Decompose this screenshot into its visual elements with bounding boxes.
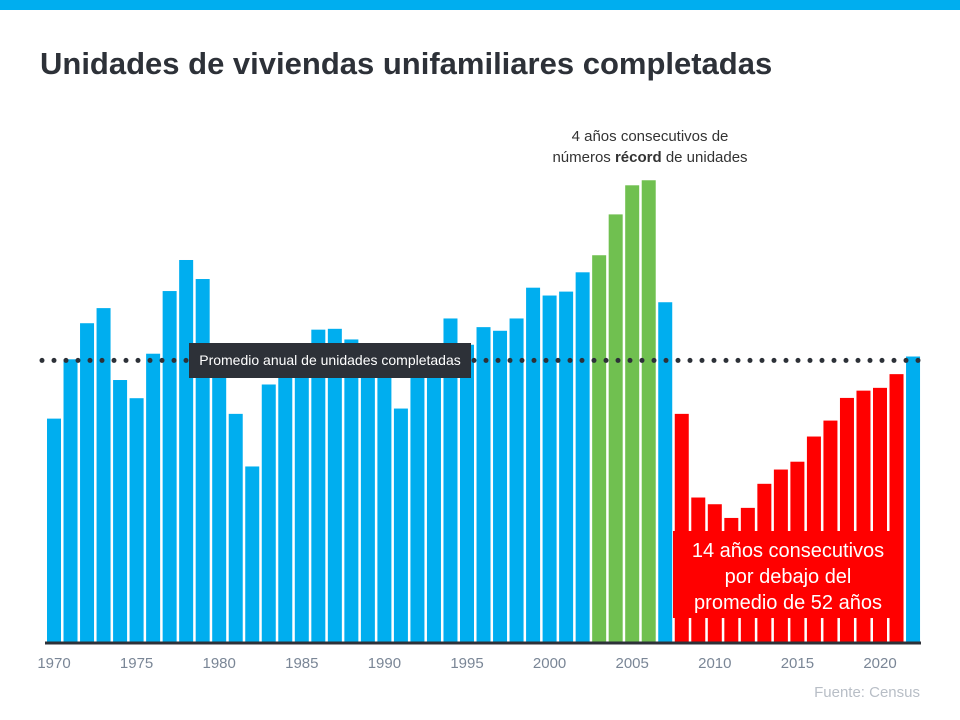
bar-1993 [426, 352, 441, 643]
bar-2022 [906, 356, 921, 643]
bar-1970 [47, 418, 61, 643]
bar-1977 [162, 291, 177, 643]
below-average-annotation: 14 años consecutivos por debajo del prom… [673, 531, 903, 618]
bar-1974 [113, 380, 128, 643]
bar-1997 [493, 330, 508, 643]
x-tick-label-2020: 2020 [863, 655, 896, 672]
x-tick-label-2015: 2015 [781, 655, 814, 672]
record-line-2-post: de unidades [661, 149, 748, 166]
average-label: Promedio anual de unidades completadas [189, 343, 471, 378]
record-line-2: números récord de unidades [500, 147, 800, 168]
bar-1983 [261, 384, 276, 643]
x-tick-label-1980: 1980 [203, 655, 236, 672]
x-tick-label-1970: 1970 [37, 655, 70, 672]
bar-2005 [625, 185, 640, 643]
record-line-2-bold: récord [614, 149, 662, 166]
bar-2006 [641, 180, 656, 643]
bar-1989 [360, 355, 375, 643]
bar-1979 [195, 279, 210, 643]
chart-title: Unidades de viviendas unifamiliares comp… [40, 46, 773, 81]
source-note: Fuente: Census [814, 684, 920, 701]
record-annotation: 4 años consecutivos de números récord de… [500, 126, 800, 168]
bar-2007 [658, 302, 673, 643]
bar-1973 [96, 308, 111, 643]
below-line-1: 14 años consecutivos [691, 540, 885, 562]
bar-1990 [377, 372, 392, 643]
top-accent-bar [0, 0, 960, 10]
bar-1978 [179, 259, 194, 643]
bar-1984 [278, 356, 293, 643]
bar-1999 [526, 287, 541, 643]
bar-1972 [80, 323, 95, 643]
bar-1986 [311, 329, 326, 643]
bar-1981 [228, 413, 243, 643]
bar-1982 [245, 466, 260, 643]
x-tick-label-1975: 1975 [120, 655, 153, 672]
below-line-2: por debajo del [724, 566, 852, 588]
bar-2000 [542, 295, 557, 643]
x-tick-label-2005: 2005 [616, 655, 649, 672]
x-tick-label-2010: 2010 [698, 655, 731, 672]
record-line-1: 4 años consecutivos de [571, 128, 729, 145]
bar-1985 [294, 343, 309, 643]
bar-1975 [129, 398, 144, 643]
bar-1971 [63, 359, 78, 643]
below-line-3: promedio de 52 años [694, 592, 882, 614]
x-tick-label-1995: 1995 [450, 655, 483, 672]
bar-1991 [393, 408, 408, 643]
x-tick-label-2000: 2000 [533, 655, 566, 672]
bar-2004 [608, 214, 623, 643]
bar-2003 [592, 255, 607, 643]
bar-2001 [559, 291, 574, 643]
bar-2002 [575, 272, 590, 643]
bar-1976 [146, 353, 161, 643]
bar-1994 [443, 318, 458, 643]
bar-1992 [410, 373, 425, 643]
x-tick-label-1985: 1985 [285, 655, 318, 672]
record-line-2-pre: números [552, 149, 615, 166]
bar-1988 [344, 339, 359, 643]
bar-1980 [212, 375, 227, 643]
bar-1995 [460, 344, 474, 643]
bar-1996 [476, 327, 491, 643]
bar-1998 [509, 318, 524, 643]
x-tick-label-1990: 1990 [368, 655, 401, 672]
bar-1987 [327, 328, 342, 643]
